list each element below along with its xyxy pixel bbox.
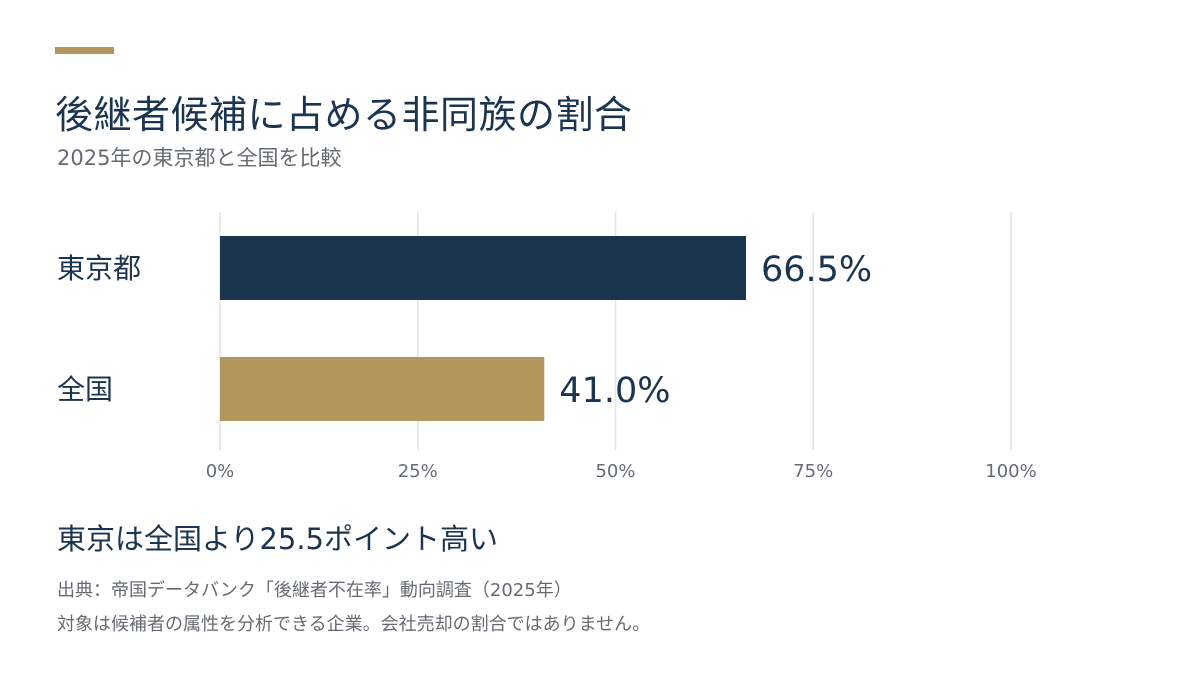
- bar-chart: 0% 25% 50% 75% 100% 東京都 66.5% 全国 41.0%: [57, 212, 1037, 482]
- accent-bar: [55, 47, 114, 54]
- chart-title: 後継者候補に占める非同族の割合: [55, 93, 633, 137]
- x-tick-label: 100%: [985, 461, 1036, 482]
- x-tick-label: 0%: [206, 461, 235, 482]
- data-label: 66.5%: [761, 250, 872, 290]
- labels: 0% 25% 50% 75% 100% 東京都 66.5% 全国 41.0%: [57, 250, 1037, 482]
- bar: [220, 357, 545, 421]
- bar: [220, 236, 747, 300]
- x-tick-label: 75%: [793, 461, 833, 482]
- category-label: 東京都: [57, 252, 141, 285]
- source-note: 出典：帝国データバンク「後継者不在率」動向調査（2025年）: [57, 580, 572, 601]
- x-tick-label: 25%: [398, 461, 438, 482]
- bars: [220, 236, 747, 421]
- chart-subtitle: 2025年の東京都と全国を比較: [57, 146, 342, 170]
- category-label: 全国: [57, 373, 113, 406]
- summary-headline: 東京は全国より25.5ポイント高い: [57, 522, 498, 556]
- scope-note: 対象は候補者の属性を分析できる企業。会社売却の割合ではありません。: [57, 614, 651, 635]
- data-label: 41.0%: [559, 371, 670, 411]
- x-tick-label: 50%: [595, 461, 635, 482]
